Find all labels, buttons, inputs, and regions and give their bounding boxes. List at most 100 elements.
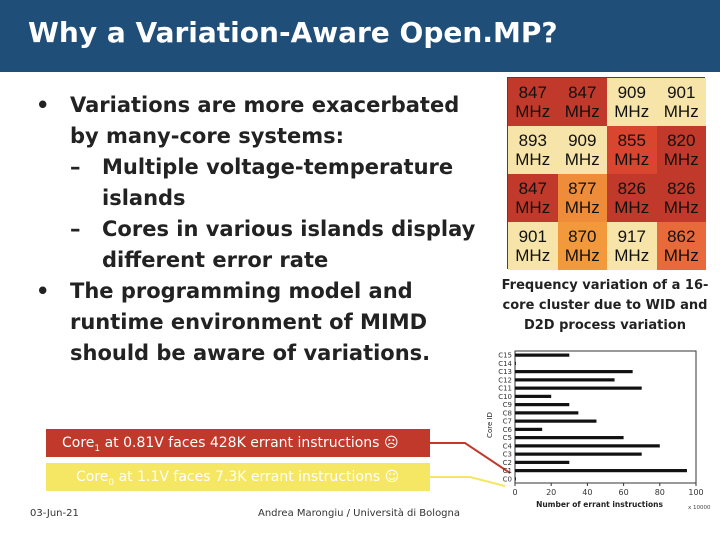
y-tick-label: C15	[498, 352, 512, 360]
y-axis-label: Core ID	[486, 412, 494, 438]
bar	[515, 469, 687, 473]
freq-unit: MHz	[663, 246, 699, 265]
core1-annotation: Core1 at 0.81V faces 428K errant instruc…	[46, 429, 430, 457]
freq-cell: 820 MHz	[656, 126, 706, 174]
freq-unit: MHz	[515, 198, 551, 217]
freq-value: 901	[518, 227, 547, 246]
freq-value: 862	[667, 227, 696, 246]
annotation-text: at 1.1V faces 7.3K errant instructions	[114, 469, 385, 485]
freq-unit: MHz	[564, 102, 600, 121]
slide-title: Why a Variation-Aware Open.MP?	[28, 16, 558, 49]
freq-cell: 909 MHz	[557, 126, 607, 174]
x-scale-note: x 10000	[688, 505, 711, 511]
freq-unit: MHz	[564, 246, 600, 265]
bullet-text: Variations are more exacerbated by many-…	[70, 93, 460, 148]
freq-unit: MHz	[515, 246, 551, 265]
freq-value: 847	[518, 83, 547, 102]
sad-face-icon: ☹	[383, 435, 399, 451]
bar	[515, 427, 543, 431]
y-tick-label: C10	[498, 393, 512, 401]
freq-unit: MHz	[564, 198, 600, 217]
freq-value: 909	[568, 131, 597, 150]
x-tick-label: 80	[655, 488, 665, 497]
freq-value: 820	[667, 131, 696, 150]
freq-cell: 893 MHz	[508, 126, 558, 174]
y-tick-label: C6	[503, 426, 513, 434]
bar	[515, 477, 516, 481]
y-tick-label: C4	[503, 442, 513, 450]
bullet-text: The programming model and runtime enviro…	[70, 279, 431, 365]
freq-value: 877	[568, 179, 597, 198]
y-tick-label: C8	[503, 409, 512, 417]
bullet-symbol: •	[36, 93, 50, 117]
freq-unit: MHz	[614, 102, 650, 121]
bar	[515, 419, 597, 423]
y-tick-label: C9	[503, 401, 512, 409]
freq-value: 847	[518, 179, 547, 198]
freq-value: 855	[617, 131, 646, 150]
bullet-symbol: •	[36, 279, 50, 303]
freq-cell: 917 MHz	[607, 222, 657, 270]
bullet-list: • Variations are more exacerbated by man…	[30, 90, 495, 369]
bar	[515, 353, 570, 357]
freq-cell: 909 MHz	[607, 78, 657, 126]
sub-bullet-item: – Multiple voltage-temperature islands	[30, 152, 495, 214]
bar	[515, 386, 642, 390]
bar	[515, 460, 570, 464]
dash-symbol: –	[70, 155, 81, 179]
core0-annotation: Core0 at 1.1V faces 7.3K errant instruct…	[46, 463, 430, 491]
y-tick-label: C0	[503, 475, 512, 483]
y-tick-label: C3	[503, 451, 512, 459]
bar	[515, 403, 570, 407]
freq-unit: MHz	[614, 198, 650, 217]
y-tick-label: C12	[498, 376, 512, 384]
freq-unit: MHz	[564, 150, 600, 169]
x-tick-label: 60	[619, 488, 629, 497]
bar	[515, 361, 516, 365]
errant-instructions-chart: C0 C1 C2 C3 C4 C5 C6 C7 C8 C9 C10 C11 C12 C13 C14 C15 0 2…	[484, 345, 720, 525]
freq-cell: 826 MHz	[656, 174, 706, 222]
smiley-face-icon: ☺	[384, 469, 400, 485]
x-axis-label: Number of errant instructions	[536, 500, 663, 509]
y-tick-label: C7	[503, 418, 512, 426]
annotation-prefix: Core	[76, 469, 109, 485]
freq-cell: 862 MHz	[656, 222, 706, 270]
freq-value: 901	[667, 83, 696, 102]
freq-cell: 901 MHz	[508, 222, 558, 270]
bar	[515, 370, 633, 374]
x-tick-label: 0	[512, 488, 517, 497]
bar	[515, 444, 660, 448]
sub-bullet-text: Multiple voltage-temperature islands	[102, 155, 454, 210]
frequency-grid: 847 MHz 847 MHz 909 MHz 901 MHz 893 MHz 909 MHz 855 M…	[507, 77, 706, 270]
freq-unit: MHz	[663, 150, 699, 169]
bullet-item: • The programming model and runtime envi…	[30, 276, 495, 369]
annotation-subscript: 0	[108, 477, 115, 488]
freq-cell: 847 MHz	[557, 78, 607, 126]
freq-unit: MHz	[663, 198, 699, 217]
freq-cell: 847 MHz	[508, 174, 558, 222]
freq-unit: MHz	[515, 102, 551, 121]
freq-value: 917	[617, 227, 646, 246]
freq-value: 847	[568, 83, 597, 102]
sub-bullet-item: – Cores in various islands display diffe…	[30, 214, 495, 276]
freq-value: 893	[518, 131, 547, 150]
freq-cell: 826 MHz	[607, 174, 657, 222]
freq-cell: 855 MHz	[607, 126, 657, 174]
freq-value: 909	[617, 83, 646, 102]
bar	[515, 436, 624, 440]
freq-cell: 901 MHz	[656, 78, 706, 126]
bar	[515, 378, 615, 382]
freq-cell: 847 MHz	[508, 78, 558, 126]
footer-date: 03-Jun-21	[30, 508, 79, 519]
x-tick-label: 20	[546, 488, 556, 497]
freq-unit: MHz	[515, 150, 551, 169]
y-tick-label: C5	[503, 434, 512, 442]
annotation-prefix: Core	[62, 435, 95, 451]
bar	[515, 452, 642, 456]
bar	[515, 394, 552, 398]
freq-value: 870	[568, 227, 597, 246]
freq-unit: MHz	[663, 102, 699, 121]
grid-caption: Frequency variation of a 16-core cluster…	[501, 278, 709, 333]
y-tick-label: C13	[498, 368, 512, 376]
